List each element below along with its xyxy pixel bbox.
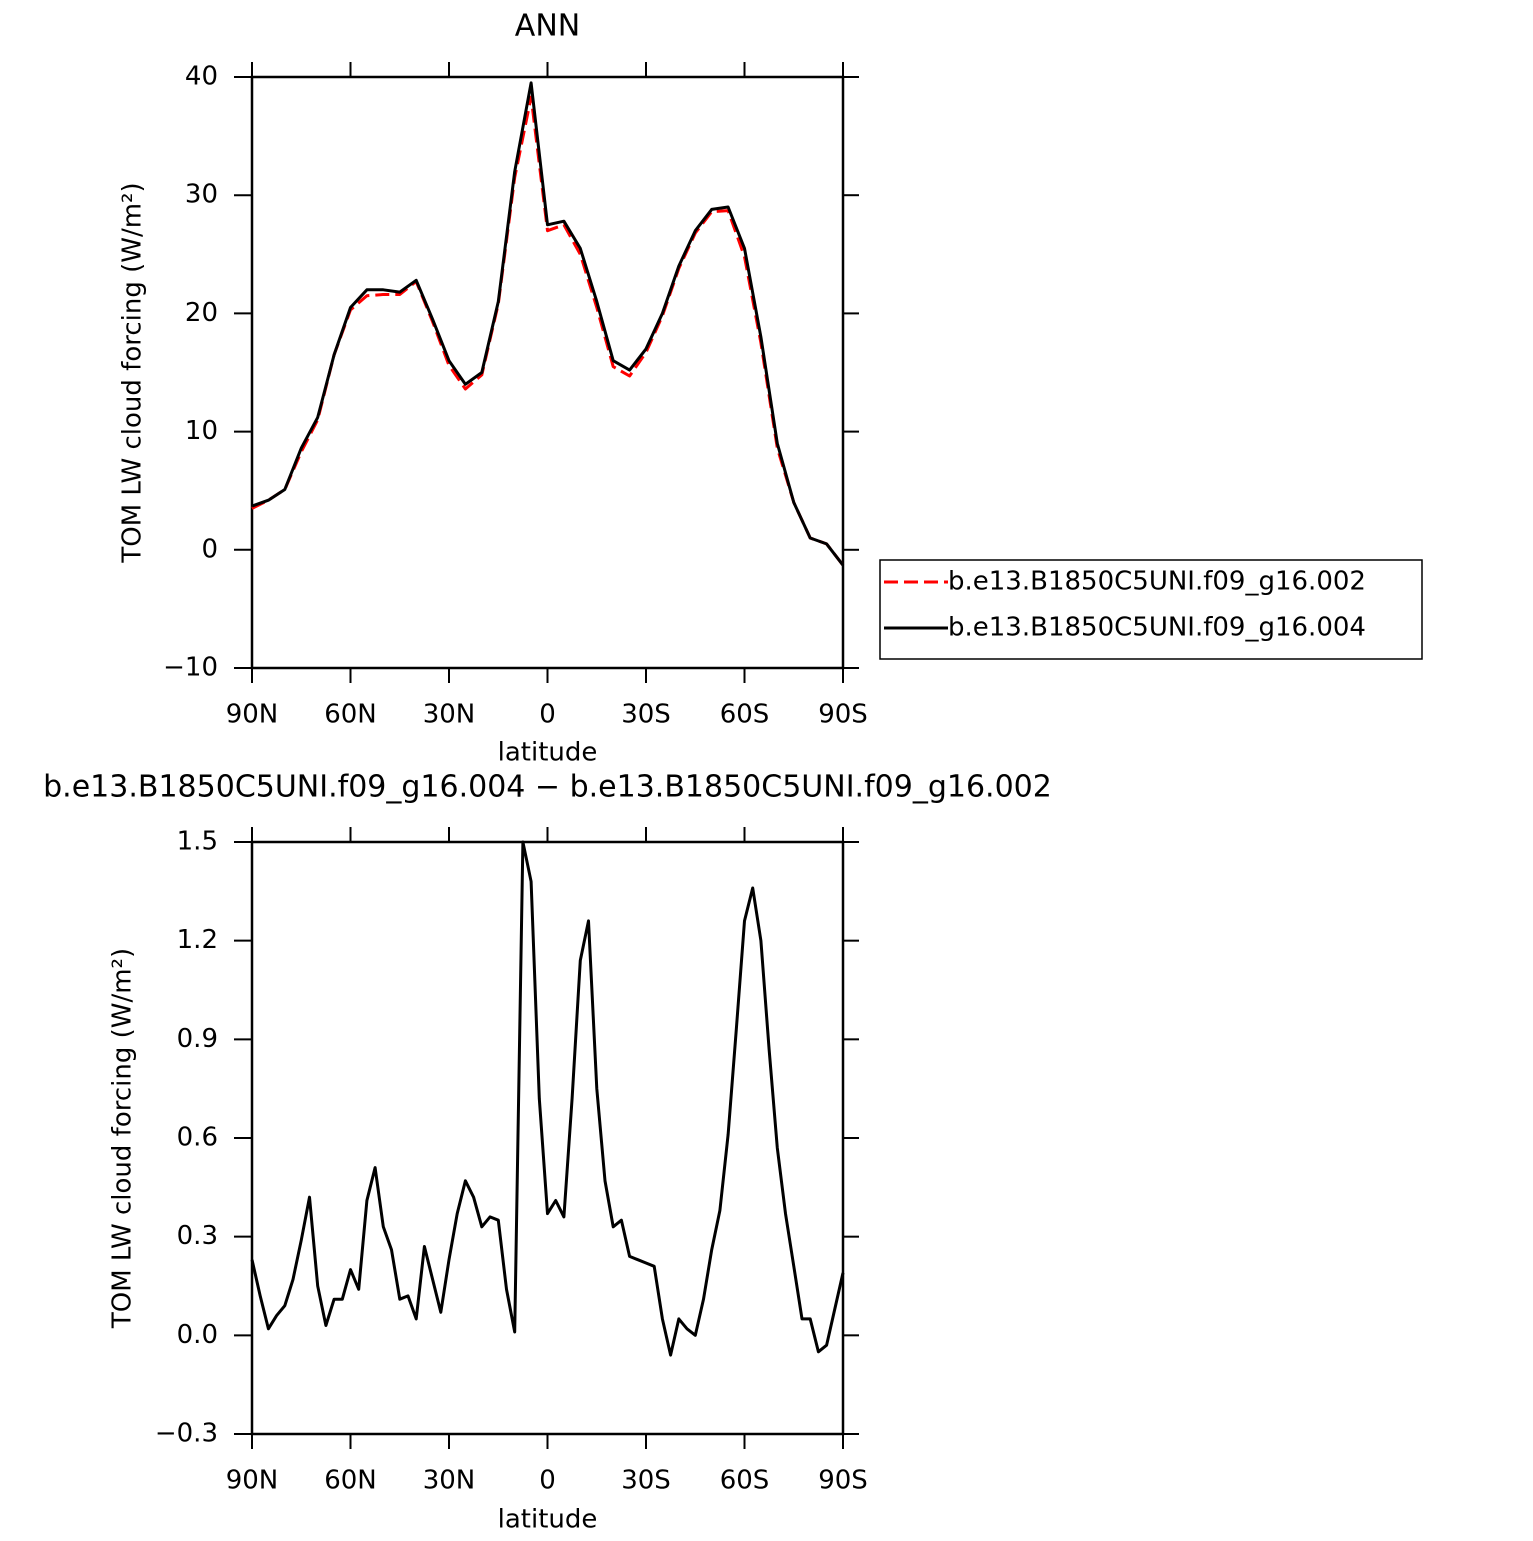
- y-tick-label: 1.2: [177, 925, 218, 955]
- x-tick-label: 90S: [818, 1466, 868, 1496]
- x-axis-label: latitude: [498, 738, 598, 768]
- x-tick-label: 90S: [818, 700, 868, 730]
- y-tick-label: 40: [185, 62, 218, 92]
- x-tick-label: 0: [539, 700, 556, 730]
- y-tick-label: 0.3: [177, 1221, 218, 1251]
- x-axis-label: latitude: [498, 1505, 598, 1535]
- x-tick-label: 60N: [324, 1466, 377, 1496]
- legend-label: b.e13.B1850C5UNI.f09_g16.002: [948, 567, 1366, 597]
- y-tick-label: 0: [201, 534, 218, 564]
- y-tick-label: 0.6: [177, 1123, 218, 1153]
- x-tick-label: 60N: [324, 700, 377, 730]
- legend-label: b.e13.B1850C5UNI.f09_g16.004: [948, 613, 1366, 643]
- y-tick-label: −10: [163, 653, 218, 683]
- y-tick-label: 10: [185, 416, 218, 446]
- x-tick-label: 30S: [621, 1466, 671, 1496]
- y-tick-label: 1.5: [177, 827, 218, 857]
- x-tick-label: 30N: [423, 1466, 476, 1496]
- chart-title: b.e13.B1850C5UNI.f09_g16.004 − b.e13.B18…: [43, 770, 1052, 805]
- legend-box: [879, 559, 1423, 660]
- x-tick-label: 30N: [423, 700, 476, 730]
- series-line: [251, 95, 845, 567]
- chart-title: ANN: [515, 9, 580, 44]
- x-tick-label: 0: [539, 1466, 556, 1496]
- series-line: [250, 840, 845, 1357]
- y-axis-label: TOM LW cloud forcing (W/m²): [108, 948, 138, 1329]
- x-tick-label: 90N: [226, 700, 279, 730]
- y-tick-label: 20: [185, 298, 218, 328]
- plot-frame: [250, 75, 845, 670]
- x-tick-label: 60S: [720, 1466, 770, 1496]
- x-tick-label: 60S: [720, 700, 770, 730]
- x-tick-label: 90N: [226, 1466, 279, 1496]
- plot-frame: [250, 840, 845, 1436]
- y-tick-label: 30: [185, 180, 218, 210]
- y-tick-label: 0.9: [177, 1024, 218, 1054]
- y-tick-label: 0.0: [177, 1320, 218, 1350]
- y-axis-label: TOM LW cloud forcing (W/m²): [118, 182, 148, 563]
- series-line: [251, 81, 845, 567]
- y-tick-label: −0.3: [155, 1419, 218, 1449]
- x-tick-label: 30S: [621, 700, 671, 730]
